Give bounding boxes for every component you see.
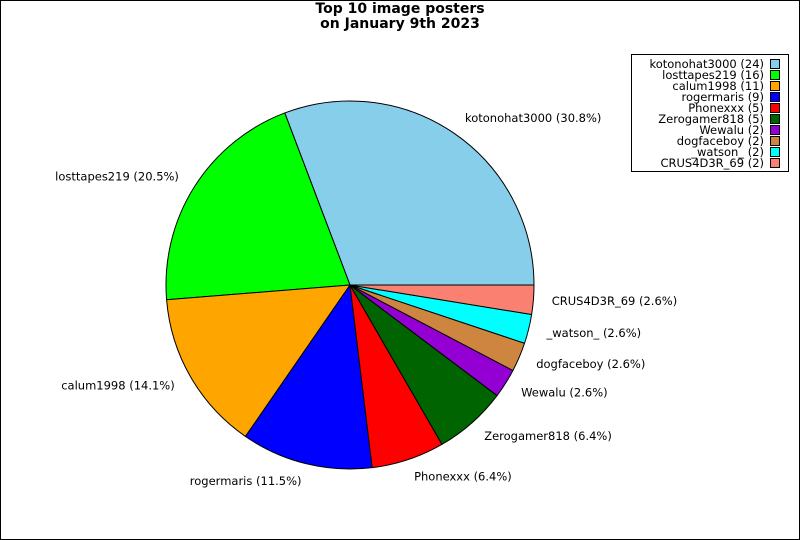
legend-label: Phonexxx (5) [688, 101, 764, 115]
legend-label: CRUS4D3R_69 (2) [660, 156, 764, 170]
legend-label: kotonohat3000 (24) [649, 57, 764, 71]
legend-label: _watson_ (2) [691, 145, 764, 159]
slice-label-4: Phonexxx (6.4%) [414, 469, 512, 483]
legend-item-5: Zerogamer818 (5) [658, 113, 780, 125]
legend: kotonohat3000 (24) losttapes219 (16) calum… [631, 54, 789, 172]
pie-slices [165, 100, 535, 470]
slice-label-2: calum1998 (14.1%) [61, 379, 174, 393]
chart-title: Top 10 image posters on January 9th 2023 [0, 2, 800, 32]
legend-label: calum1998 (11) [672, 79, 764, 93]
legend-item-4: Phonexxx (5) [688, 102, 780, 114]
pie-slice-2 [166, 284, 351, 437]
pie-slice-3 [244, 284, 373, 470]
legend-label: Wewalu (2) [699, 123, 764, 137]
legend-label: Zerogamer818 (5) [658, 112, 764, 126]
slice-label-3: rogermaris (11.5%) [190, 474, 302, 488]
legend-label: losttapes219 (16) [662, 68, 764, 82]
legend-swatch [770, 81, 780, 91]
legend-item-1: losttapes219 (16) [662, 69, 780, 81]
legend-swatch [770, 103, 780, 113]
legend-swatch [770, 147, 780, 157]
chart-title-line-1: Top 10 image posters [315, 1, 485, 17]
pie-slice-9 [349, 284, 535, 316]
pie-slice-0 [284, 100, 535, 286]
pie-labels: kotonohat3000 (30.8%) losttapes219 (20.5%… [55, 111, 677, 488]
legend-swatch [770, 59, 780, 69]
legend-item-0: kotonohat3000 (24) [649, 58, 780, 70]
pie-slice-1 [165, 112, 351, 301]
slice-label-5: Zerogamer818 (6.4%) [484, 429, 612, 443]
legend-swatch [770, 114, 780, 124]
legend-item-7: dogfaceboy (2) [677, 135, 780, 147]
slice-label-0: kotonohat3000 (30.8%) [465, 111, 601, 125]
slice-label-6: Wewalu (2.6%) [521, 386, 608, 400]
chart-title-line-2: on January 9th 2023 [320, 16, 480, 32]
legend-item-9: CRUS4D3R_69 (2) [660, 157, 780, 169]
legend-item-3: rogermaris (9) [681, 91, 780, 103]
legend-swatch [770, 92, 780, 102]
legend-swatch [770, 158, 780, 168]
legend-swatch [770, 70, 780, 80]
legend-item-2: calum1998 (11) [672, 80, 780, 92]
legend-swatch [770, 125, 780, 135]
slice-label-9: CRUS4D3R_69 (2.6%) [552, 294, 677, 308]
slice-label-7: dogfaceboy (2.6%) [536, 357, 645, 371]
legend-item-8: _watson_ (2) [691, 146, 780, 158]
slice-label-8: _watson_ (2.6%) [546, 326, 642, 340]
legend-label: dogfaceboy (2) [676, 134, 764, 148]
slice-label-1: losttapes219 (20.5%) [55, 169, 179, 183]
legend-label: rogermaris (9) [681, 90, 764, 104]
legend-swatch [770, 136, 780, 146]
legend-item-6: Wewalu (2) [699, 124, 780, 136]
